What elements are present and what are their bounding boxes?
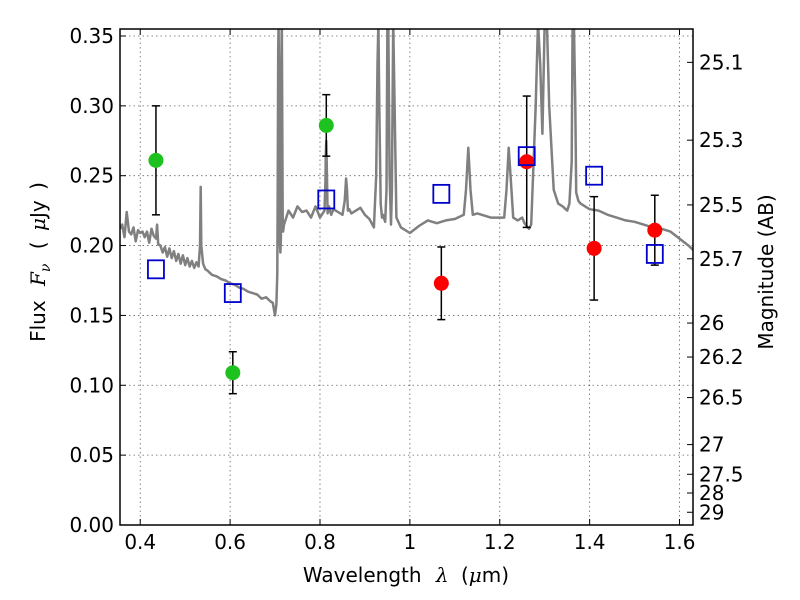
spectrum-line bbox=[120, 29, 693, 317]
y2-tick-label: 29 bbox=[699, 500, 724, 524]
y-tick-label: 0.00 bbox=[69, 513, 114, 537]
x-tick-label: 0.6 bbox=[214, 530, 246, 554]
y2-tick-label: 26.2 bbox=[699, 345, 744, 369]
data-point bbox=[586, 240, 602, 256]
axis-ticks: 0.4 0.6 0.8 1 1.2 1.4 1.6 0.00 0.05 0.10 0.15 0.20 0… bbox=[69, 24, 743, 554]
y-axis-label: Flux Fν ( μJy ) bbox=[26, 182, 55, 342]
y2-tick-label: 25.5 bbox=[699, 193, 744, 217]
grid-lines bbox=[120, 29, 693, 526]
data-point bbox=[148, 152, 164, 168]
model-point bbox=[517, 146, 536, 167]
y2-tick-label: 28 bbox=[699, 481, 724, 505]
model-point bbox=[223, 283, 242, 303]
x-tick-label: 0.8 bbox=[304, 530, 336, 554]
x-tick-label: 1.6 bbox=[664, 530, 696, 554]
data-point bbox=[647, 222, 663, 238]
x-tick-label: 1 bbox=[404, 530, 417, 554]
y-tick-label: 0.15 bbox=[69, 303, 114, 327]
y-tick-label: 0.05 bbox=[69, 443, 114, 467]
data-point bbox=[433, 275, 449, 291]
y2-tick-label: 26 bbox=[699, 311, 724, 335]
model-point bbox=[585, 165, 604, 186]
y2-tick-label: 25.7 bbox=[699, 247, 744, 271]
y-tick-label: 0.20 bbox=[69, 234, 114, 258]
y2-tick-label: 25.1 bbox=[699, 50, 744, 74]
x-axis-label: Wavelength λ (μm) bbox=[303, 563, 509, 587]
data-point bbox=[519, 154, 535, 170]
y2-tick-label: 27 bbox=[699, 433, 724, 457]
y2-tick-label: 26.5 bbox=[699, 386, 744, 410]
y-tick-label: 0.30 bbox=[69, 94, 114, 118]
spectrum-layer bbox=[120, 29, 693, 317]
model-point bbox=[317, 189, 336, 210]
x-tick-label: 1.2 bbox=[484, 530, 516, 554]
y-tick-label: 0.25 bbox=[69, 164, 114, 188]
y-tick-label: 0.10 bbox=[69, 373, 114, 397]
data-points-layer bbox=[147, 93, 664, 395]
model-point bbox=[147, 259, 165, 280]
plot-frame bbox=[119, 28, 694, 526]
y2-tick-label: 25.3 bbox=[699, 128, 744, 152]
data-point bbox=[318, 117, 334, 133]
model-point bbox=[432, 183, 451, 204]
x-tick-label: 1.4 bbox=[574, 530, 606, 554]
y2-axis-label: Magnitude (AB) bbox=[754, 194, 778, 349]
x-tick-label: 0.4 bbox=[124, 530, 156, 554]
y2-tick-label: 27.5 bbox=[699, 462, 744, 486]
model-point bbox=[645, 244, 664, 264]
data-point bbox=[225, 365, 241, 381]
y-tick-label: 0.35 bbox=[69, 24, 114, 48]
